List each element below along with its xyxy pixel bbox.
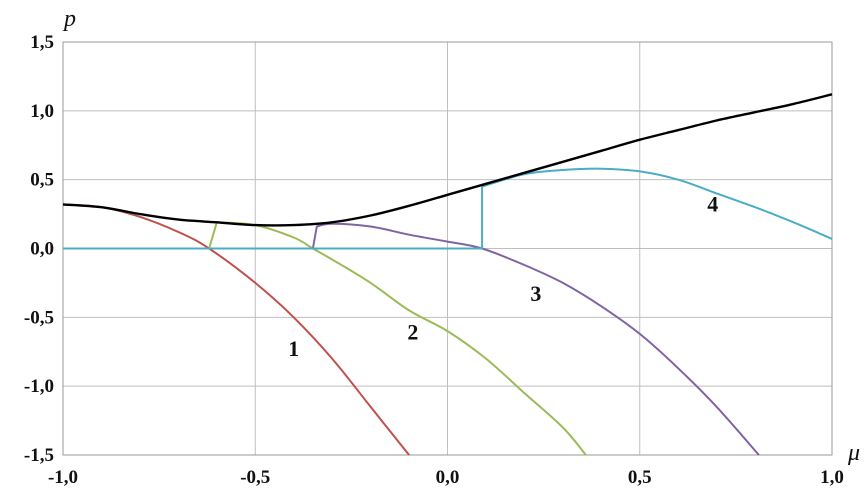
y-tick-label: -1,5 [24, 445, 54, 466]
x-tick-label: 1,0 [820, 467, 844, 488]
y-tick-label: -0,5 [24, 307, 54, 328]
x-axis-label: μ [847, 440, 860, 466]
series-line-4 [63, 167, 833, 250]
grid [62, 41, 833, 456]
y-tick-label: 0,0 [30, 239, 54, 260]
tick-labels: -1,0 -0,5 0,0 0,5 1,01,51,00,50,0-0,5-1,0-1,… [24, 32, 844, 488]
series-line-3 [311, 222, 760, 456]
x-tick-label: 0,0 [436, 467, 460, 488]
curve-label-2: 2 [407, 319, 418, 344]
series-line-1 [62, 203, 410, 456]
curve-label-4: 4 [707, 191, 718, 216]
y-tick-label: 0,5 [30, 170, 54, 191]
x-tick-label: -0,5 [240, 467, 270, 488]
y-tick-label: 1,5 [30, 32, 54, 53]
y-tick-label: -1,0 [24, 376, 54, 397]
x-tick-label: -1,0 [48, 467, 78, 488]
y-tick-label: 1,0 [30, 101, 54, 122]
series-group: 1 2 3 4 [62, 93, 833, 456]
y-axis-label: p [62, 6, 76, 32]
curve-label-1: 1 [288, 336, 299, 361]
curve-label-3: 3 [530, 281, 541, 306]
series-line-2 [208, 221, 587, 456]
series-line-envelope [62, 93, 833, 227]
x-tick-label: 0,5 [628, 467, 652, 488]
